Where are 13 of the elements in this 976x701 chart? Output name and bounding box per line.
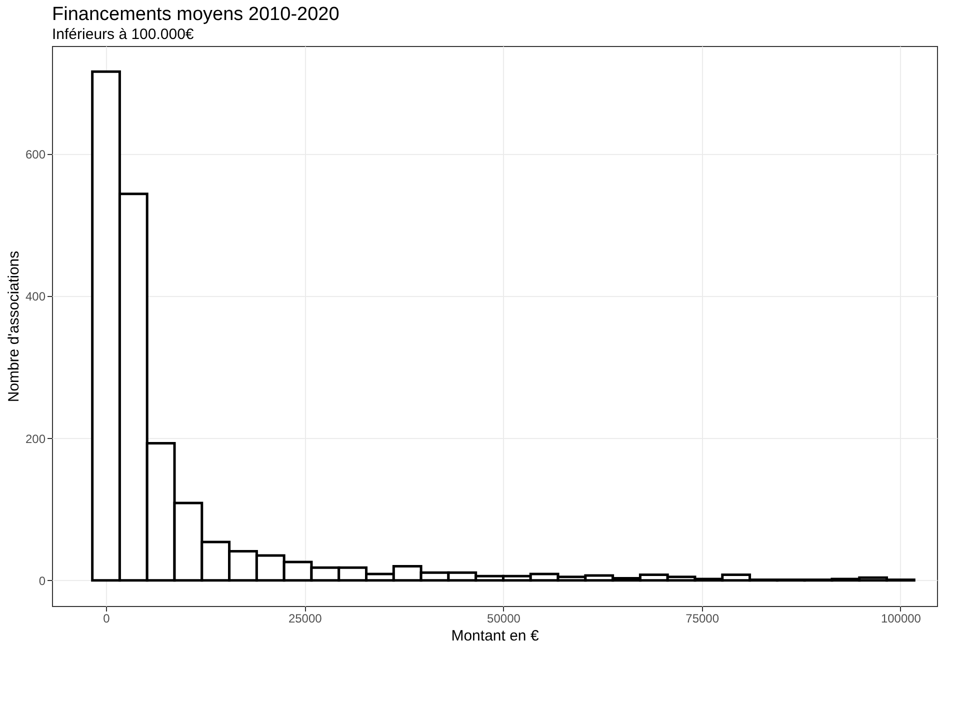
y-tick-label: 600: [25, 148, 46, 162]
y-tick-label: 400: [25, 290, 46, 304]
y-tick-label: 200: [25, 432, 46, 446]
x-tick-label: 25000: [288, 612, 322, 626]
x-tick-label: 50000: [487, 612, 521, 626]
chart-subtitle: Inférieurs à 100.000€: [52, 26, 194, 43]
x-tick-label: 75000: [686, 612, 720, 626]
y-axis-title: Nombre d'associations: [5, 250, 22, 402]
x-tick-label: 100000: [880, 612, 922, 626]
x-axis-title: Montant en €: [451, 628, 540, 644]
chart-title: Financements moyens 2010-2020: [52, 4, 340, 25]
x-tick-label: 0: [103, 612, 110, 626]
y-tick-label: 0: [38, 574, 46, 588]
